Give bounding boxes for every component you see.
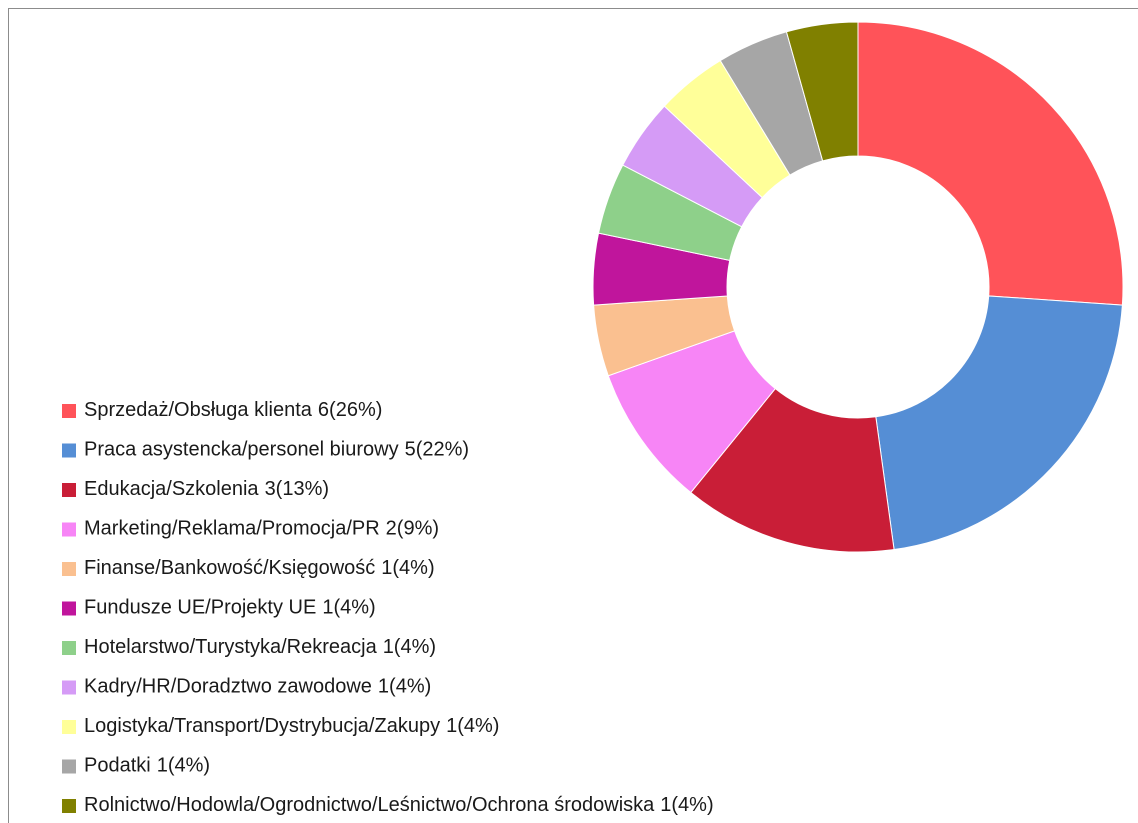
legend-swatch: [62, 443, 76, 458]
legend-swatch: [62, 404, 76, 418]
legend-value: 3(13%): [265, 478, 329, 500]
legend-value: 1(4%): [446, 715, 499, 737]
legend-label: Logistyka/Transport/Dystrybucja/Zakupy 1(…: [84, 715, 499, 737]
legend-swatch: [62, 720, 76, 734]
legend-category: Praca asystencka/personel biurowy: [84, 439, 399, 461]
legend-category: Edukacja/Szkolenia: [84, 478, 259, 500]
legend-label: Kadry/HR/Doradztwo zawodowe 1(4%): [84, 676, 431, 698]
donut-slice: [857, 21, 1124, 306]
legend-value: 6(26%): [318, 399, 382, 421]
legend-value: 1(4%): [381, 557, 434, 579]
legend-category: Hotelarstwo/Turystyka/Rekreacja: [84, 636, 378, 658]
legend-label: Fundusze UE/Projekty UE 1(4%): [84, 597, 376, 619]
legend-category: Marketing/Reklama/Promocja/PR: [84, 518, 380, 540]
legend-value: 1(4%): [383, 636, 436, 658]
legend-swatch: [62, 601, 76, 616]
legend-category: Logistyka/Transport/Dystrybucja/Zakupy: [84, 715, 440, 737]
legend-value: 2(9%): [386, 518, 439, 540]
legend-category: Sprzedaż/Obsługa klienta: [84, 399, 313, 421]
legend-category: Rolnictwo/Hodowla/Ogrodnictwo/Leśnictwo/…: [84, 794, 655, 816]
legend-label: Rolnictwo/Hodowla/Ogrodnictwo/Leśnictwo/…: [84, 794, 714, 816]
legend-swatch: [62, 562, 76, 576]
legend-label: Podatki 1(4%): [84, 755, 210, 777]
legend-swatch: [62, 680, 76, 695]
donut-slice: [690, 387, 895, 553]
legend-label: Praca asystencka/personel biurowy 5(22%): [84, 439, 469, 461]
legend-swatch: [62, 641, 76, 655]
legend-swatch: [62, 483, 76, 497]
legend-category: Fundusze UE/Projekty UE: [84, 597, 316, 619]
legend-value: 1(4%): [378, 676, 431, 698]
legend-category: Finanse/Bankowość/Księgowość: [84, 557, 375, 579]
donut-slice: [875, 295, 1123, 551]
legend-value: 1(4%): [660, 794, 713, 816]
legend-value: 1(4%): [157, 755, 210, 777]
legend-label: Sprzedaż/Obsługa klienta 6(26%): [84, 399, 382, 421]
legend-category: Kadry/HR/Doradztwo zawodowe: [84, 676, 372, 698]
legend-swatch: [62, 799, 76, 813]
donut-slice: [785, 21, 859, 162]
legend-category: Podatki: [84, 755, 151, 777]
legend-swatch: [62, 759, 76, 774]
legend-label: Hotelarstwo/Turystyka/Rekreacja 1(4%): [84, 636, 436, 658]
legend-label: Marketing/Reklama/Promocja/PR 2(9%): [84, 518, 439, 540]
legend-swatch: [62, 522, 76, 537]
legend-value: 1(4%): [322, 597, 375, 619]
legend-label: Finanse/Bankowość/Księgowość 1(4%): [84, 557, 435, 579]
legend-label: Edukacja/Szkolenia 3(13%): [84, 478, 329, 500]
legend-value: 5(22%): [405, 439, 469, 461]
